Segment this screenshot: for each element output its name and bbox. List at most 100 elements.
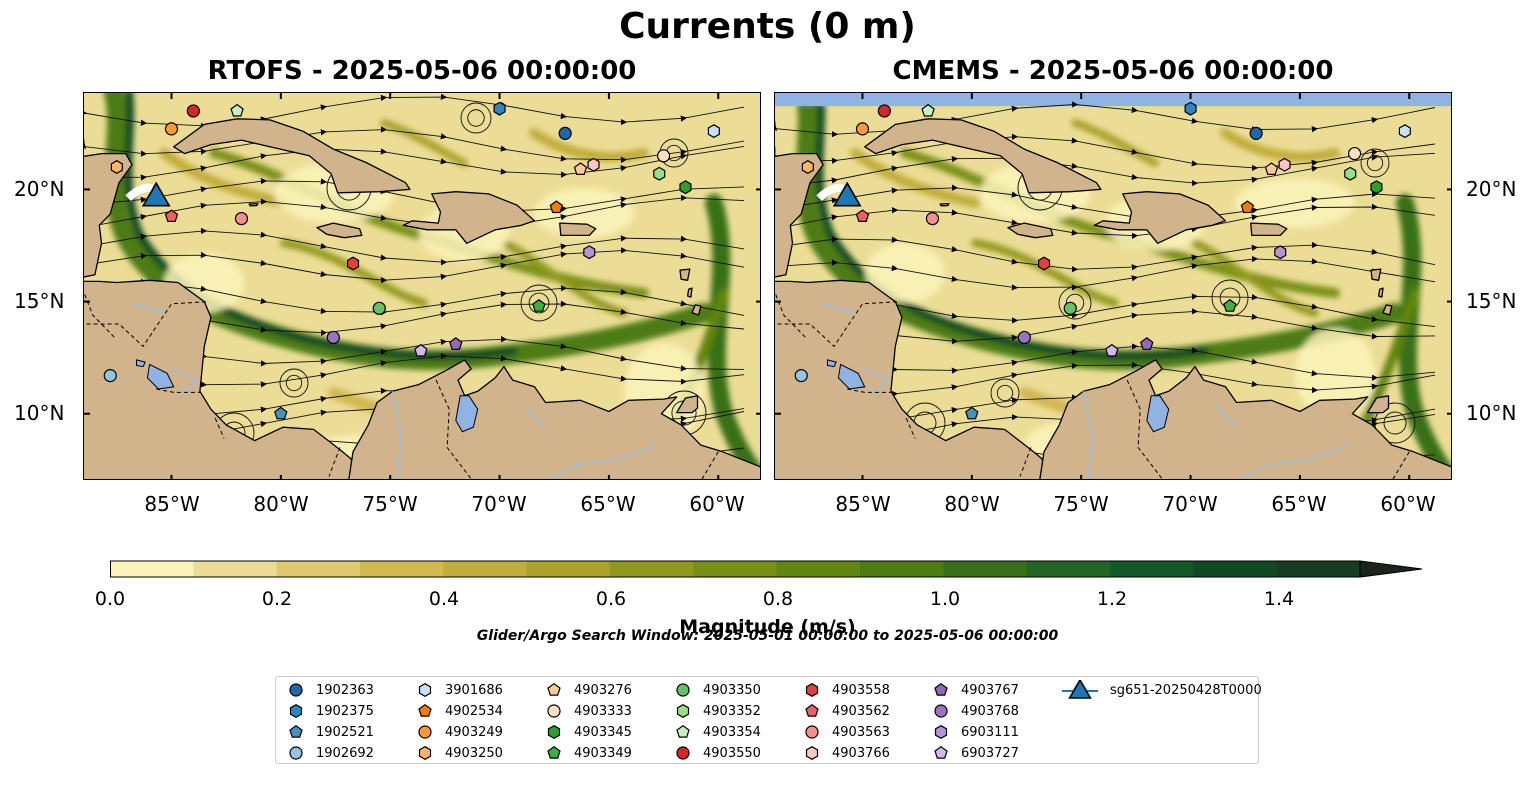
pentagon-marker-icon <box>805 703 819 717</box>
float-marker-3901686[interactable] <box>707 124 720 139</box>
float-marker-4903768[interactable] <box>1017 330 1031 345</box>
float-marker-6903111[interactable] <box>583 245 596 260</box>
float-marker-4903250[interactable] <box>110 160 123 174</box>
float-marker-4903550[interactable] <box>186 104 200 118</box>
float-marker-1902692[interactable] <box>794 368 808 383</box>
float-marker-4903345[interactable] <box>679 180 692 195</box>
float-marker-4902534[interactable] <box>1240 200 1255 214</box>
eddy-inner <box>528 292 550 314</box>
pentagon-marker-icon <box>547 682 561 696</box>
float-marker-1902521[interactable] <box>274 406 288 420</box>
float-marker-4903276[interactable] <box>573 162 588 176</box>
glider-track <box>816 183 844 202</box>
float-marker-1902363[interactable] <box>558 126 572 140</box>
float-marker-4903250[interactable] <box>801 160 814 174</box>
lon-label-65w-right: 65°W <box>1271 492 1327 516</box>
legend-item-4903550: 4903550 <box>673 743 761 763</box>
lat-label-15n-right: 15°N <box>1466 289 1517 313</box>
country-border <box>1392 451 1410 479</box>
hexagon-icon <box>805 746 819 760</box>
glider-marker[interactable] <box>141 181 171 207</box>
float-marker-4903550[interactable] <box>877 104 891 118</box>
river <box>547 444 658 479</box>
float-marker-4903766[interactable] <box>1278 157 1291 172</box>
float-marker-4903352[interactable] <box>653 166 666 181</box>
float-marker-4903766[interactable] <box>587 157 600 172</box>
legend-label: 6903727 <box>961 745 1019 761</box>
eddy <box>1211 279 1249 317</box>
eddy-inner <box>1383 411 1407 435</box>
float-marker-4903276[interactable] <box>1264 162 1279 176</box>
map-canvas[interactable] <box>775 93 1452 480</box>
lon-label-70w-left: 70°W <box>471 492 527 516</box>
float-marker-1902521[interactable] <box>965 406 979 420</box>
lon-label-80w-left: 80°W <box>253 492 309 516</box>
float-marker-1902692[interactable] <box>103 368 117 383</box>
legend-item-6903111: 6903111 <box>931 722 1019 742</box>
colorbar-tick-4: 0.8 <box>762 588 794 610</box>
float-marker-4903767[interactable] <box>449 337 463 350</box>
land-lesser1 <box>686 287 693 298</box>
colorbar-segment <box>943 561 1028 577</box>
land-south <box>1039 359 1451 479</box>
legend-item-4903249: 4903249 <box>415 722 503 742</box>
float-marker-4903333[interactable] <box>1347 146 1362 161</box>
legend-item-4903352: 4903352 <box>673 701 761 721</box>
float-marker-4903352[interactable] <box>1344 166 1357 181</box>
colorbar-tick-0: 0.0 <box>94 588 126 610</box>
float-marker-4903563[interactable] <box>925 211 940 226</box>
float-marker-4903768[interactable] <box>326 330 340 345</box>
pentagon-icon <box>934 682 948 696</box>
float-marker-4903350[interactable] <box>1063 301 1077 315</box>
colorbar-tick-7: 1.4 <box>1263 588 1295 610</box>
country-border <box>214 418 225 439</box>
float-marker-4903349[interactable] <box>1223 299 1237 312</box>
glider-marker[interactable] <box>832 181 862 207</box>
map-canvas[interactable] <box>84 93 761 480</box>
figure-title: Currents (0 m) <box>619 6 916 47</box>
legend-label: 4902534 <box>445 703 503 719</box>
float-marker-1902363[interactable] <box>1249 126 1263 140</box>
float-marker-4903354[interactable] <box>230 103 244 117</box>
no-data-strip <box>775 93 1451 106</box>
legend-item-4903349: 4903349 <box>544 743 632 763</box>
circle-marker-icon <box>934 704 948 718</box>
legend-item-4903766: 4903766 <box>802 743 890 763</box>
colorbar-segment <box>1026 561 1111 577</box>
float-marker-4903558[interactable] <box>347 256 360 271</box>
map-panel-cmems[interactable] <box>774 92 1452 480</box>
float-marker-4903354[interactable] <box>921 103 935 117</box>
float-marker-4902534[interactable] <box>549 200 564 214</box>
float-marker-4903249[interactable] <box>164 122 179 136</box>
country-border <box>156 388 200 393</box>
eddy-inner <box>467 109 485 127</box>
legend-label: 4903768 <box>961 703 1019 719</box>
float-marker-4903558[interactable] <box>1038 256 1051 271</box>
legend-label: 4903350 <box>703 682 761 698</box>
circle-marker-icon <box>676 683 690 697</box>
float-marker-6903727[interactable] <box>1105 343 1119 357</box>
float-marker-4903350[interactable] <box>372 301 386 315</box>
float-marker-4903349[interactable] <box>532 299 546 312</box>
float-marker-4903562[interactable] <box>855 209 870 222</box>
eddy <box>279 368 309 398</box>
float-marker-4903562[interactable] <box>164 209 179 222</box>
float-marker-6903727[interactable] <box>414 343 428 357</box>
lat-label-10n-right: 10°N <box>1466 401 1517 425</box>
float-marker-4903767[interactable] <box>1140 337 1154 350</box>
float-marker-4903563[interactable] <box>234 211 249 226</box>
circle-icon <box>289 746 303 760</box>
map-panel-rtofs[interactable] <box>83 92 761 480</box>
lon-label-85w-left: 85°W <box>144 492 200 516</box>
legend-item-3901686: 3901686 <box>415 680 503 700</box>
float-marker-4903333[interactable] <box>656 149 671 163</box>
float-marker-1902375[interactable] <box>1184 101 1197 116</box>
hexagon-icon <box>805 683 819 697</box>
lat-label-20n-left: 20°N <box>14 177 65 201</box>
float-marker-6903111[interactable] <box>1274 245 1287 260</box>
float-marker-3901686[interactable] <box>1398 124 1411 139</box>
float-marker-4903345[interactable] <box>1370 180 1383 195</box>
float-marker-1902375[interactable] <box>493 101 506 116</box>
panel-title-rtofs: RTOFS - 2025-05-06 00:00:00 <box>207 56 637 86</box>
float-marker-4903249[interactable] <box>855 122 870 136</box>
